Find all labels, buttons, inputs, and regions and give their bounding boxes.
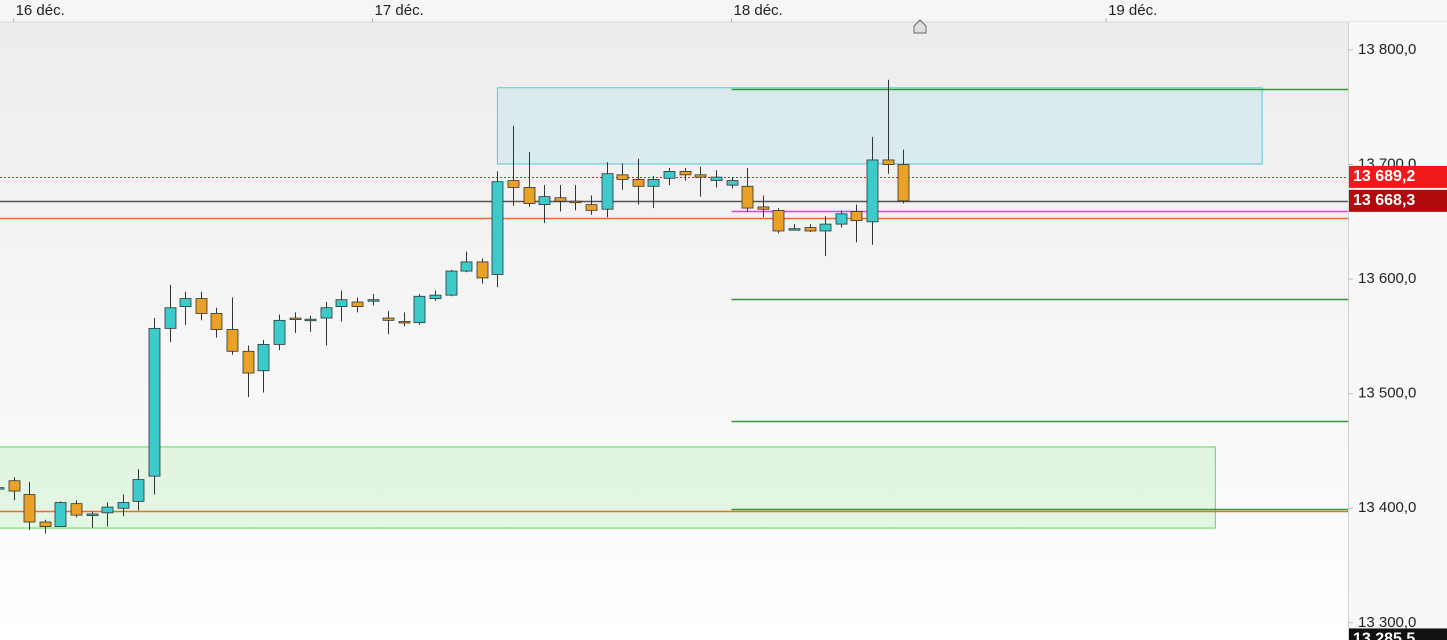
home-icon[interactable]: [913, 19, 927, 34]
candle-body: [382, 317, 395, 321]
candle-body: [491, 181, 504, 275]
y-tick-label: 13 300,0: [1358, 614, 1416, 631]
candle-body: [569, 200, 582, 204]
candle-body: [601, 173, 614, 210]
candle-body: [460, 261, 473, 272]
candle-body: [772, 209, 785, 232]
candle-body: [866, 159, 879, 223]
candle-body: [39, 521, 52, 527]
candle-body: [86, 513, 99, 516]
y-tick-label: 13 500,0: [1358, 385, 1416, 402]
candle-body: [710, 176, 723, 181]
candle-body: [304, 318, 317, 322]
x-tick-label: 16 déc.: [16, 2, 65, 19]
candle-body: [179, 298, 192, 307]
candle-body: [335, 299, 348, 307]
candle-body: [195, 298, 208, 314]
candle-body: [54, 502, 67, 527]
candle-body: [8, 480, 21, 492]
candle-body: [148, 327, 161, 477]
candle-body: [538, 196, 551, 206]
candle-body: [23, 494, 36, 523]
candle-body: [132, 479, 145, 502]
time-axis-bar: [0, 0, 1447, 22]
x-tick-label: 19 déc.: [1108, 2, 1157, 19]
plot-background: [0, 0, 1348, 640]
candle-body: [210, 313, 223, 330]
candle-body: [741, 185, 754, 209]
candle-body: [398, 321, 411, 324]
candle-body: [663, 170, 676, 179]
candle-body: [320, 307, 333, 319]
price-axis-bar: [1348, 22, 1447, 640]
candle-body: [647, 179, 660, 187]
candle-body: [616, 174, 629, 180]
candle-body: [429, 294, 442, 299]
candle-body: [164, 307, 177, 329]
candle-body: [835, 213, 848, 225]
candle-body: [554, 197, 567, 202]
price-label: 13 668,3: [1353, 192, 1415, 209]
candle-body: [694, 174, 707, 178]
candle-body: [804, 227, 817, 232]
candle-body: [289, 317, 302, 320]
price-label-box: [1349, 628, 1447, 640]
candle-body: [273, 319, 286, 345]
candle-body: [242, 350, 255, 374]
candle-body: [632, 179, 645, 187]
y-tick-label: 13 400,0: [1358, 499, 1416, 516]
price-label-box: [1349, 165, 1447, 188]
y-tick-label: 13 800,0: [1358, 41, 1416, 58]
zone: [496, 87, 1263, 165]
candle-body: [117, 502, 130, 509]
price-label-box: [1349, 189, 1447, 212]
candle-body: [507, 180, 520, 188]
candle-body: [757, 206, 770, 210]
candle-body: [476, 261, 489, 279]
x-tick-label: 17 déc.: [375, 2, 424, 19]
candle-body: [788, 228, 801, 231]
x-tick-label: 18 déc.: [734, 2, 783, 19]
candle-body: [679, 170, 692, 176]
price-label: 13 285,5: [1353, 631, 1415, 640]
price-label: 13 689,2: [1353, 168, 1415, 185]
candle-body: [819, 223, 832, 232]
candle-body: [523, 187, 536, 204]
y-tick-label: 13 600,0: [1358, 270, 1416, 287]
candle-body: [367, 299, 380, 302]
zone: [0, 446, 1216, 529]
candle-body: [257, 344, 270, 372]
candle-body: [226, 329, 239, 352]
candle-body: [101, 506, 114, 514]
candle-body: [70, 503, 83, 516]
candle-body: [726, 180, 739, 186]
candle-body: [897, 164, 910, 202]
candle-body: [585, 204, 598, 211]
candle-body: [0, 487, 5, 490]
candle-body: [413, 295, 426, 324]
candle-body: [445, 270, 458, 296]
candle-body: [882, 159, 895, 165]
candle-body: [850, 211, 863, 222]
candle-body: [351, 301, 364, 307]
